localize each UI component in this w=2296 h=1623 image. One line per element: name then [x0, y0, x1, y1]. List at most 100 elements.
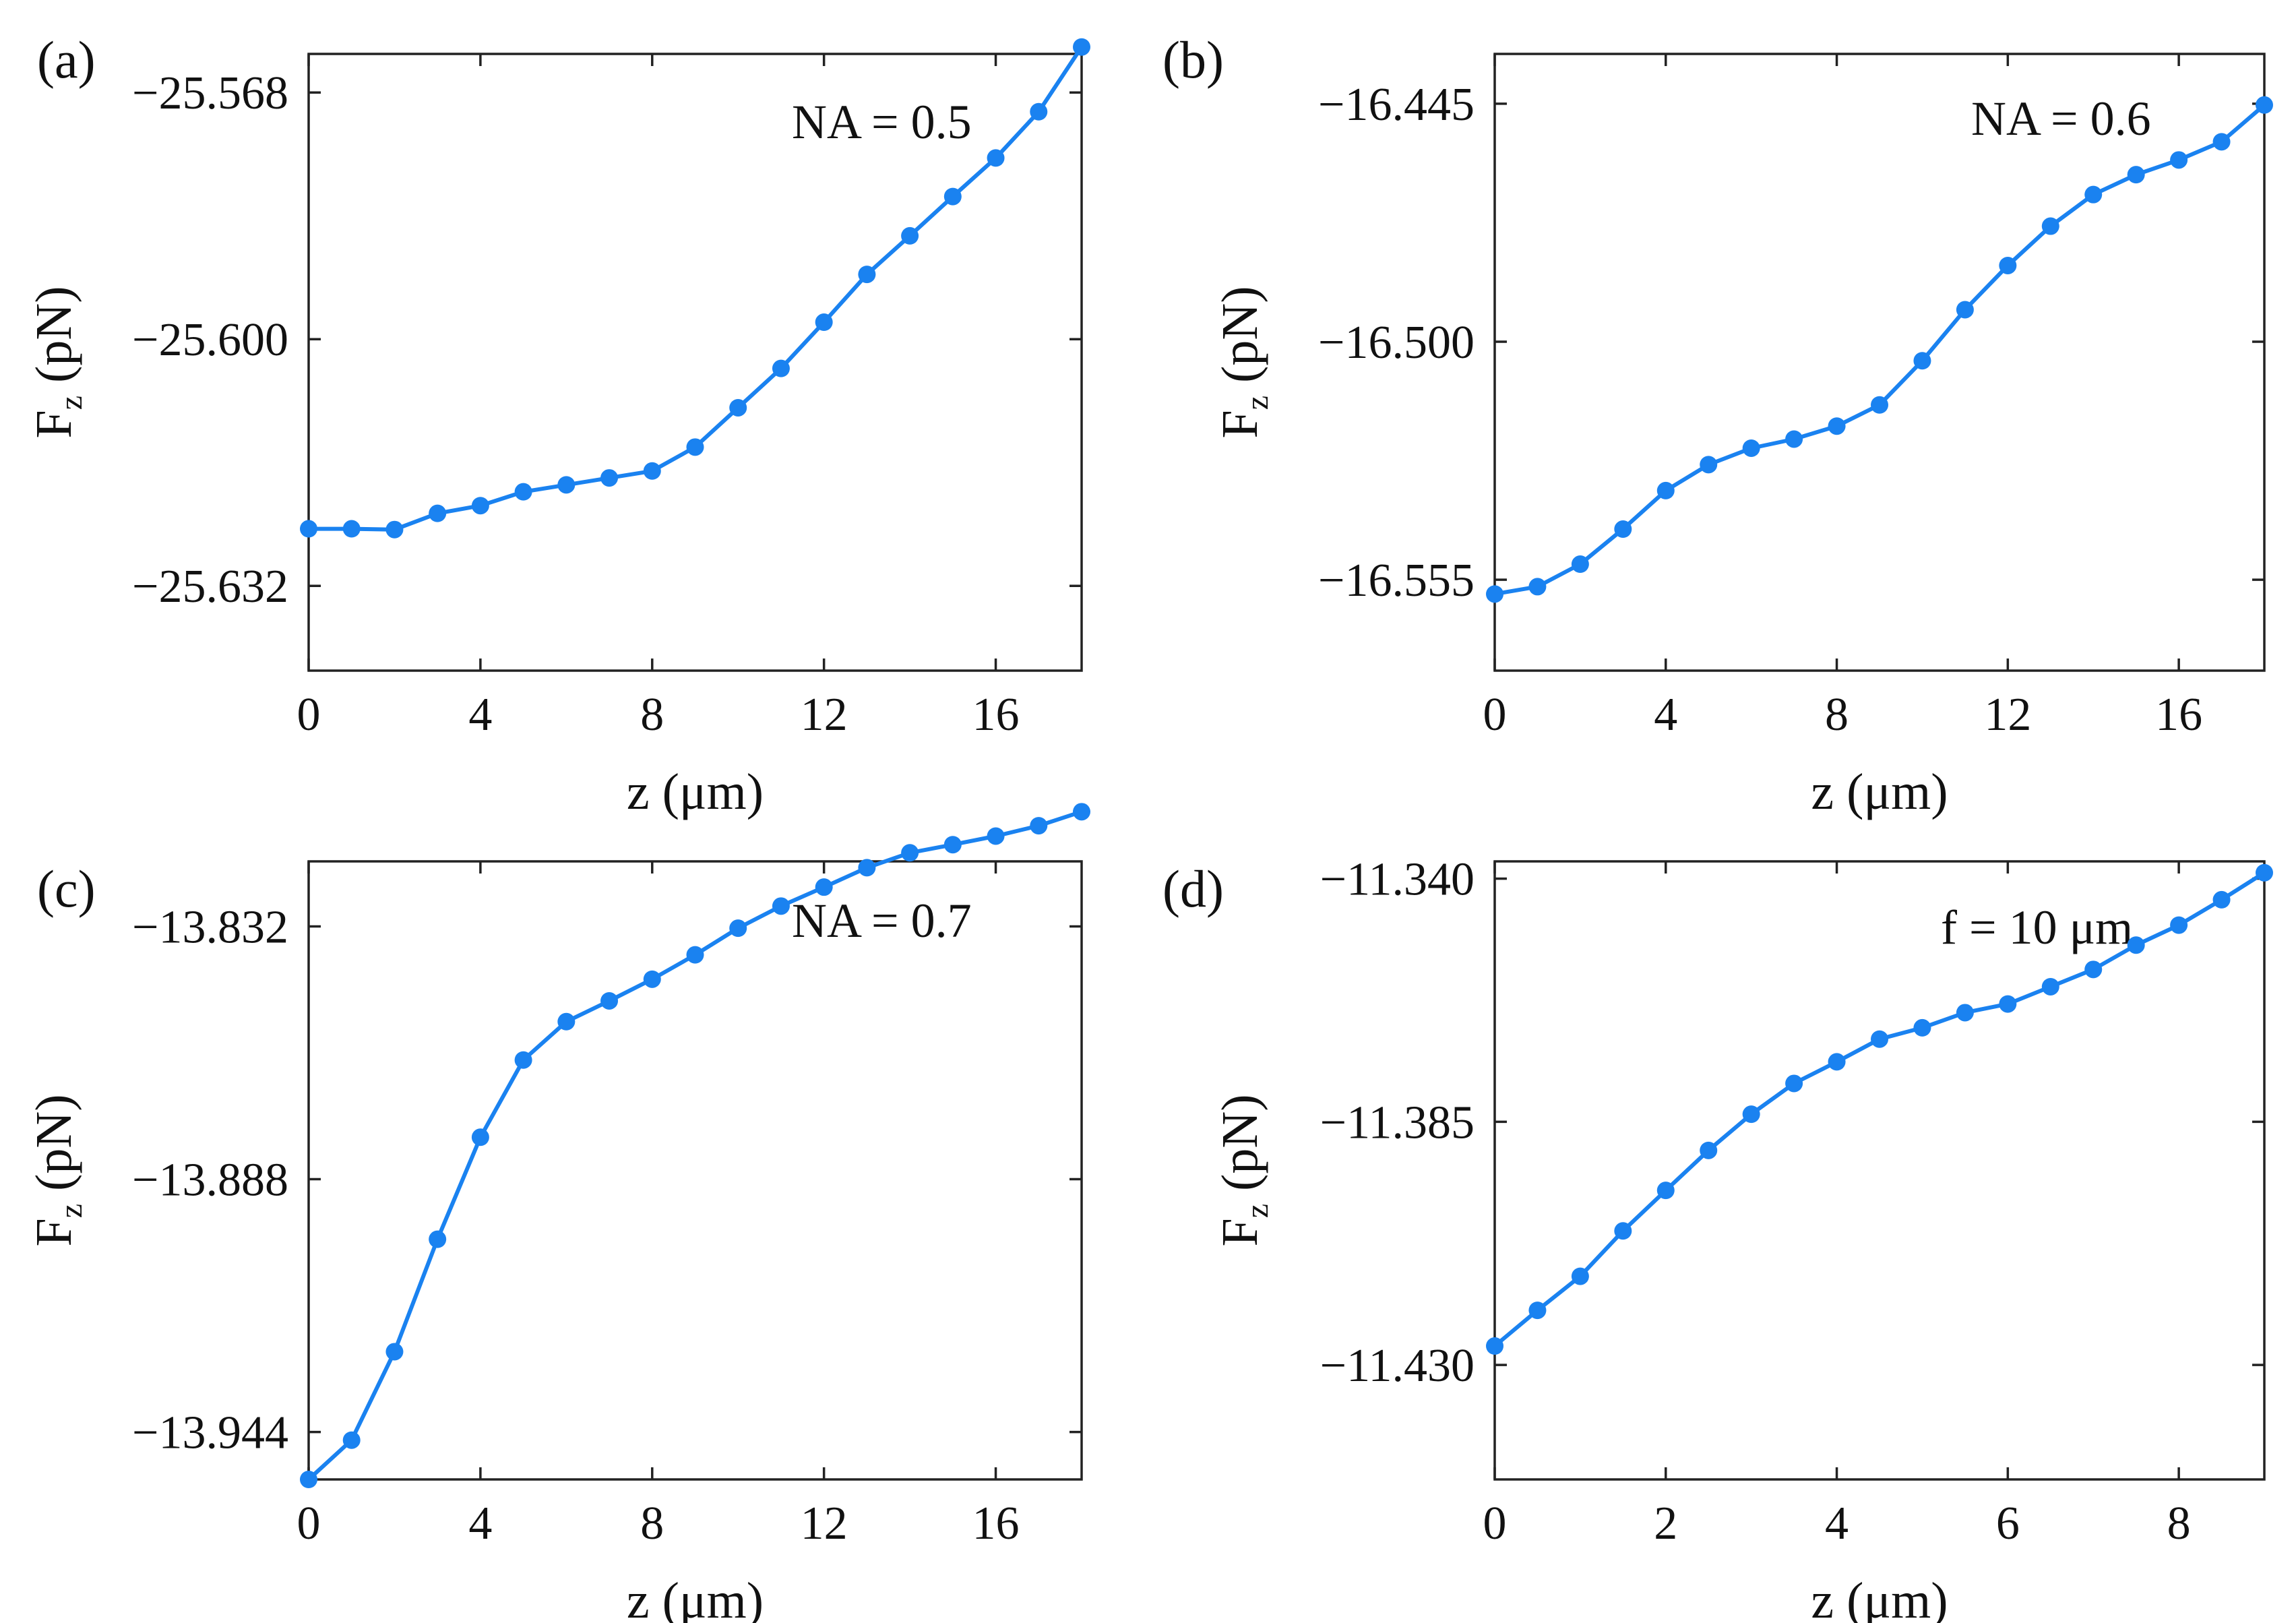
y-tick-label: −25.568 — [132, 67, 288, 119]
data-point — [1656, 481, 1675, 499]
data-point — [2170, 151, 2188, 169]
y-tick-label: −25.632 — [132, 561, 288, 613]
data-point — [1528, 578, 1547, 596]
data-point — [2256, 863, 2273, 882]
panel-annotation: NA = 0.5 — [792, 95, 972, 149]
data-point — [815, 878, 833, 896]
y-tick-label: −16.500 — [1318, 317, 1475, 369]
data-point — [729, 919, 747, 938]
x-tick-label: 12 — [1984, 689, 2031, 741]
x-tick-label: 8 — [1825, 689, 1849, 741]
data-point — [901, 226, 919, 245]
y-axis-label: Fz (pN) — [1212, 286, 1275, 438]
data-point — [514, 1051, 532, 1069]
data-point — [600, 469, 619, 487]
data-point — [385, 1343, 404, 1361]
data-point — [772, 359, 790, 377]
data-point — [643, 462, 661, 480]
x-axis-label: z (μm) — [627, 1572, 764, 1623]
data-point — [1614, 520, 1632, 539]
data-point — [1073, 803, 1090, 821]
y-tick-label: −16.445 — [1318, 79, 1475, 131]
data-point — [1614, 1222, 1632, 1240]
x-tick-label: 4 — [468, 689, 492, 741]
data-point — [471, 1128, 489, 1146]
x-tick-label: 4 — [1654, 689, 1677, 741]
data-point — [471, 497, 489, 515]
data-point — [987, 149, 1005, 167]
y-axis-subscript: z — [1239, 396, 1275, 410]
y-tick-label: −25.600 — [132, 314, 288, 366]
data-point — [1742, 1105, 1760, 1124]
data-point — [1700, 1141, 1718, 1159]
x-tick-label: 16 — [2155, 689, 2202, 741]
plot-frame — [307, 860, 1083, 1481]
data-point — [1913, 352, 1931, 370]
panel-b: 0 4 8 12 16 −16.555 −16.500 −16.445 z (μm) Fz (pN… — [1162, 30, 2273, 820]
panel-label: (b) — [1162, 30, 1224, 89]
series-line — [1493, 870, 2266, 1348]
data-point — [1871, 396, 1888, 414]
x-tick-label: 8 — [640, 1498, 664, 1550]
y-axis-unit: (pN) — [1212, 286, 1268, 396]
data-point — [686, 946, 704, 964]
data-point — [1785, 1074, 1803, 1093]
data-point — [429, 1230, 447, 1248]
data-point — [987, 827, 1005, 845]
data-point — [1956, 1004, 1974, 1022]
data-point — [557, 476, 576, 494]
data-point — [2212, 890, 2231, 909]
x-axis-label: z (μm) — [627, 764, 764, 820]
data-point — [1486, 585, 1503, 603]
data-point — [2084, 960, 2103, 979]
y-axis-unit: (pN) — [26, 286, 82, 396]
x-tick-label: 4 — [468, 1498, 492, 1550]
data-point — [772, 897, 790, 915]
panel-c: 0 4 8 12 16 −13.944 −13.888 −13.832 z (μm) Fz (pN… — [26, 803, 1090, 1623]
x-tick-label: 0 — [297, 689, 321, 741]
x-tick-label: 0 — [297, 1498, 321, 1550]
data-point — [1828, 1053, 1846, 1071]
y-tick-label: −13.888 — [132, 1155, 288, 1206]
y-axis-unit: (pN) — [1212, 1094, 1268, 1204]
data-point — [2127, 166, 2145, 184]
panel-a: 0 4 8 12 16 −25.632 −25.600 −25.568 z (μm) Fz (pN… — [26, 30, 1090, 820]
data-point — [2212, 133, 2231, 151]
data-point — [686, 438, 704, 456]
y-tick-label: −11.340 — [1320, 854, 1475, 906]
data-point — [1486, 1337, 1503, 1355]
y-axis-label: Fz (pN) — [26, 1094, 89, 1246]
x-tick-label: 4 — [1825, 1498, 1849, 1550]
data-point — [557, 1012, 576, 1031]
panel-label: (c) — [37, 859, 96, 918]
data-point — [2170, 916, 2188, 934]
series-line — [1493, 102, 2266, 596]
y-axis-symbol: F — [1212, 1218, 1268, 1246]
y-axis-label: Fz (pN) — [1212, 1094, 1275, 1246]
x-tick-label: 16 — [972, 689, 1020, 741]
data-point — [1785, 430, 1803, 448]
y-axis-subscript: z — [53, 396, 89, 410]
data-point — [2084, 185, 2103, 204]
x-tick-label: 12 — [801, 1498, 848, 1550]
panel-label: (a) — [37, 30, 96, 89]
y-axis-label: Fz (pN) — [26, 286, 89, 438]
x-tick-label: 16 — [972, 1498, 1020, 1550]
plot-frame — [1493, 860, 2266, 1481]
data-point — [600, 991, 619, 1010]
data-point — [2256, 96, 2273, 114]
data-point — [1030, 817, 1048, 835]
data-point — [815, 313, 833, 332]
x-tick-label: 12 — [801, 689, 848, 741]
y-axis-subscript: z — [53, 1204, 89, 1218]
plot-frame — [307, 53, 1083, 672]
y-axis-subscript: z — [1239, 1204, 1275, 1218]
data-point — [1913, 1018, 1931, 1037]
data-point — [858, 266, 876, 284]
x-tick-label: 8 — [640, 689, 664, 741]
data-point — [1656, 1182, 1675, 1200]
data-point — [729, 398, 747, 417]
y-tick-label: −13.944 — [132, 1407, 288, 1459]
x-axis-label: z (μm) — [1811, 764, 1948, 820]
